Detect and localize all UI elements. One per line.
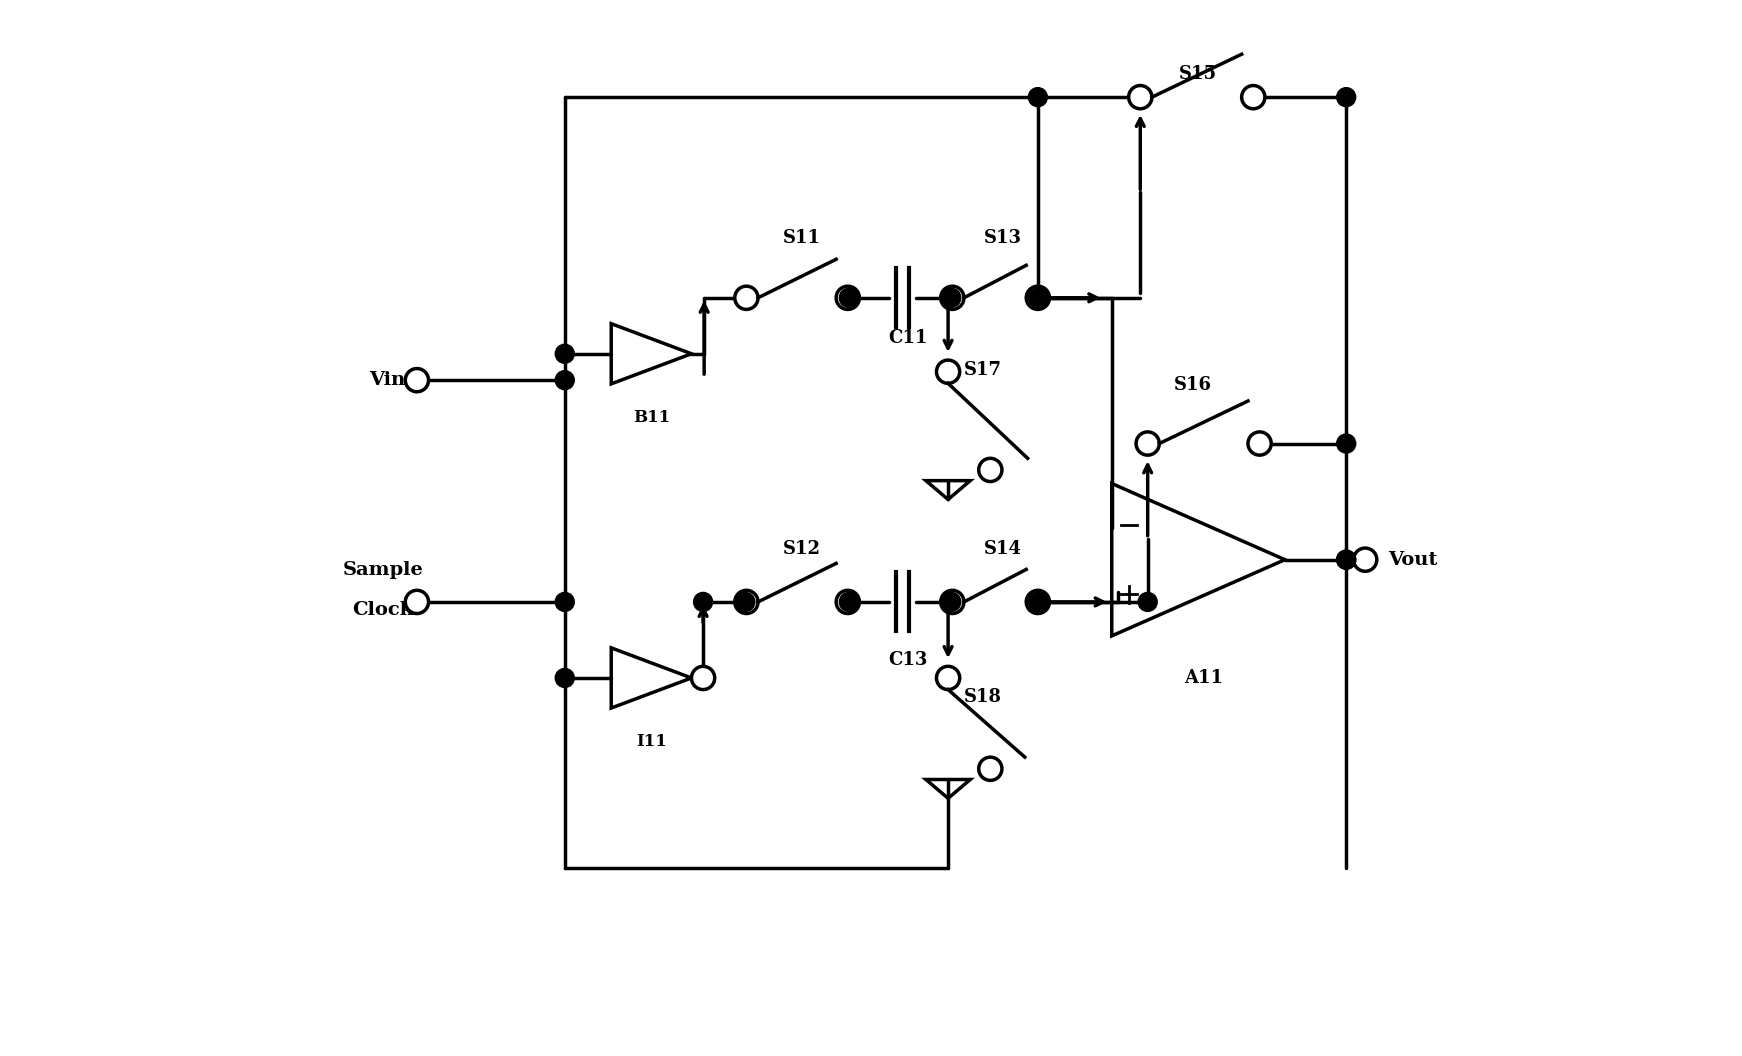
Text: Clock: Clock xyxy=(352,601,413,620)
Circle shape xyxy=(406,590,429,614)
Circle shape xyxy=(1030,288,1049,307)
Circle shape xyxy=(1136,432,1158,455)
Circle shape xyxy=(979,458,1002,482)
Circle shape xyxy=(937,666,960,690)
Text: Sample: Sample xyxy=(343,561,423,580)
Circle shape xyxy=(1026,590,1049,614)
Text: S18: S18 xyxy=(963,687,1002,706)
Circle shape xyxy=(1247,432,1272,455)
Text: C13: C13 xyxy=(888,650,928,670)
Circle shape xyxy=(556,668,575,687)
Circle shape xyxy=(406,369,429,392)
Circle shape xyxy=(1336,434,1355,453)
Circle shape xyxy=(941,590,963,614)
Text: Vin: Vin xyxy=(369,371,406,390)
Circle shape xyxy=(840,288,859,307)
Circle shape xyxy=(1129,86,1151,109)
Circle shape xyxy=(836,286,859,309)
Circle shape xyxy=(941,286,963,309)
Text: S17: S17 xyxy=(963,360,1002,379)
Text: S11: S11 xyxy=(784,228,822,247)
Text: S14: S14 xyxy=(984,540,1023,559)
Text: S16: S16 xyxy=(1174,376,1212,395)
Circle shape xyxy=(1028,88,1047,107)
Text: A11: A11 xyxy=(1185,668,1223,687)
Circle shape xyxy=(1026,286,1049,309)
Circle shape xyxy=(1336,88,1355,107)
Circle shape xyxy=(735,286,758,309)
Text: S15: S15 xyxy=(1179,64,1218,83)
Circle shape xyxy=(1138,592,1157,611)
Circle shape xyxy=(692,666,714,690)
Circle shape xyxy=(942,288,962,307)
Circle shape xyxy=(937,360,960,383)
Circle shape xyxy=(735,590,758,614)
Circle shape xyxy=(556,344,575,363)
Text: C11: C11 xyxy=(888,328,928,347)
Text: S12: S12 xyxy=(784,540,822,559)
Circle shape xyxy=(1336,550,1355,569)
Circle shape xyxy=(979,757,1002,780)
Circle shape xyxy=(836,590,859,614)
Circle shape xyxy=(693,592,712,611)
Circle shape xyxy=(1336,550,1355,569)
Text: S13: S13 xyxy=(984,228,1023,247)
Circle shape xyxy=(1354,548,1376,571)
Text: B11: B11 xyxy=(632,409,671,426)
Circle shape xyxy=(556,592,575,611)
Text: I11: I11 xyxy=(636,733,667,750)
Circle shape xyxy=(942,592,962,611)
Circle shape xyxy=(1030,592,1049,611)
Circle shape xyxy=(1242,86,1265,109)
Text: Vout: Vout xyxy=(1388,550,1437,569)
Circle shape xyxy=(1028,288,1047,307)
Circle shape xyxy=(556,371,575,390)
Circle shape xyxy=(735,592,754,611)
Circle shape xyxy=(840,592,859,611)
Circle shape xyxy=(1028,592,1047,611)
